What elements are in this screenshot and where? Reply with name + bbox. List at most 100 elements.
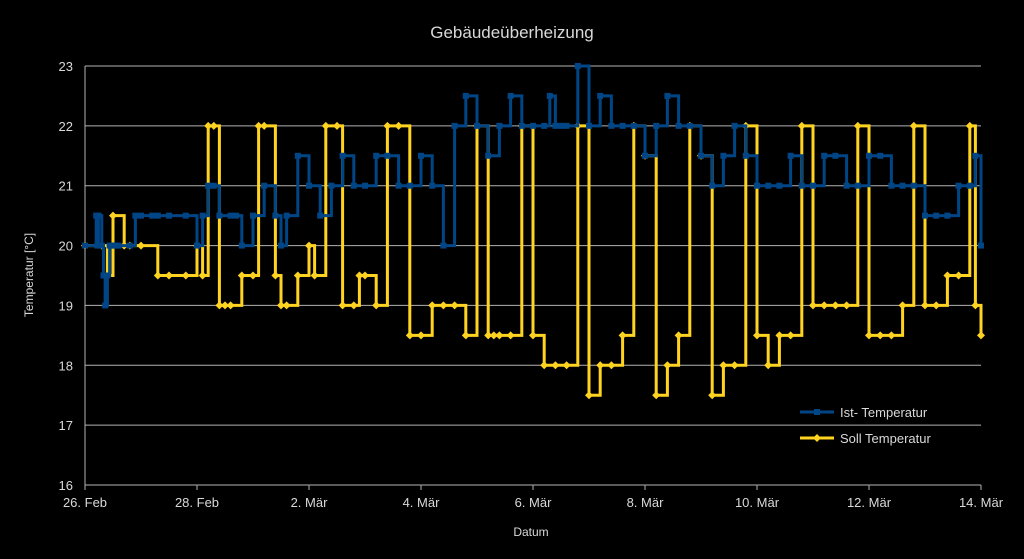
soll-temperatur-point xyxy=(618,331,627,340)
ist-temperatur-point xyxy=(530,122,536,129)
soll-temperatur-series xyxy=(81,121,985,400)
ist-temperatur-point xyxy=(552,122,559,129)
x-tick-label: 12. Mär xyxy=(847,495,892,510)
ist-temperatur-point xyxy=(100,272,107,279)
soll-temperatur-point xyxy=(260,121,269,130)
soll-temperatur-point xyxy=(562,361,571,370)
ist-temperatur-point xyxy=(94,242,101,249)
ist-temperatur-point xyxy=(429,182,436,189)
x-tick-label: 6. Mär xyxy=(515,495,553,510)
soll-temperatur-point xyxy=(349,301,358,310)
ist-temperatur-point xyxy=(507,92,514,99)
ist-temperatur-point xyxy=(843,182,850,189)
ist-temperatur-point xyxy=(664,92,671,99)
soll-temperatur-point xyxy=(428,301,437,310)
y-axis-ticks: 16 17 18 19 20 21 22 23 xyxy=(59,59,73,493)
ist-temperatur-point xyxy=(698,152,704,159)
soll-temperatur-point xyxy=(652,391,661,400)
ist-temperatur-point xyxy=(82,242,88,249)
y-axis-title: Temperatur [°C] xyxy=(22,233,36,317)
ist-temperatur-point xyxy=(216,212,223,219)
ist-temperatur-point xyxy=(574,63,581,69)
soll-temperatur-point xyxy=(596,361,605,370)
series-layer xyxy=(81,63,985,400)
ist-temperatur-point xyxy=(563,122,570,129)
ist-temperatur-point xyxy=(787,152,794,159)
ist-temperatur-point xyxy=(102,302,109,309)
ist-temperatur-point xyxy=(586,122,592,129)
soll-temperatur-point xyxy=(204,121,213,130)
ist-temperatur-point xyxy=(686,122,693,129)
ist-temperatur-point xyxy=(138,212,144,219)
x-axis-title: Datum xyxy=(513,525,548,539)
ist-temperatur-point xyxy=(384,152,391,159)
ist-temperatur-point xyxy=(205,182,212,189)
ist-temperatur-point xyxy=(899,182,906,189)
soll-temperatur-point xyxy=(333,121,341,130)
ist-temperatur-point xyxy=(642,152,648,159)
soll-temperatur-point xyxy=(321,121,330,130)
x-tick-label: 28. Feb xyxy=(175,495,219,510)
y-tick-label: 22 xyxy=(59,119,73,134)
x-tick-label: 26. Feb xyxy=(63,495,107,510)
x-tick-label: 10. Mär xyxy=(735,495,780,510)
ist-temperatur-point xyxy=(754,182,760,189)
ist-temperatur-point xyxy=(395,182,402,189)
soll-temperatur-point xyxy=(943,271,952,280)
soll-temperatur-point xyxy=(876,331,885,340)
ist-temperatur-point xyxy=(922,212,928,219)
ist-temperatur-point xyxy=(518,122,525,129)
soll-temperatur-point xyxy=(730,361,739,370)
ist-temperatur-point xyxy=(972,152,979,159)
x-tick-label: 14. Mär xyxy=(959,495,1004,510)
y-tick-label: 18 xyxy=(59,358,73,373)
soll-temperatur-point xyxy=(708,391,717,400)
ist-temperatur-point xyxy=(558,122,564,129)
ist-temperatur-point xyxy=(278,242,284,249)
soll-temperatur-point xyxy=(529,331,537,340)
soll-temperatur-point xyxy=(338,301,347,310)
ist-temperatur-point xyxy=(798,182,805,189)
ist-temperatur-point xyxy=(306,182,312,189)
ist-temperatur-point xyxy=(194,242,200,249)
soll-temperatur-point xyxy=(153,271,162,280)
ist-temperatur-point xyxy=(821,152,828,159)
soll-temperatur-point xyxy=(277,301,285,310)
ist-temperatur-point xyxy=(149,212,156,219)
ist-temperatur-point xyxy=(720,152,727,159)
legend-label-ist-temperatur: Ist- Temperatur xyxy=(840,405,928,420)
soll-temperatur-point xyxy=(417,331,425,340)
x-axis-ticks: 26. Feb 28. Feb 2. Mär 4. Mär 6. Mär 8. Mär 10… xyxy=(63,485,1004,510)
ist-temperatur-point xyxy=(440,242,447,249)
soll-temperatur-point xyxy=(663,361,672,370)
soll-temperatur-point xyxy=(853,121,862,130)
soll-temperatur-point xyxy=(842,301,851,310)
ist-temperatur-point xyxy=(95,212,102,219)
ist-temperatur-point xyxy=(350,182,357,189)
soll-temperatur-point xyxy=(372,301,381,310)
soll-temperatur-point xyxy=(585,391,593,400)
soll-temperatur-point xyxy=(932,301,941,310)
soll-temperatur-point xyxy=(271,271,280,280)
ist-temperatur-point xyxy=(474,122,480,129)
soll-temperatur-point xyxy=(215,301,224,310)
ist-temperatur-point xyxy=(418,152,424,159)
soll-temperatur-point xyxy=(254,121,263,130)
legend-soll-temperatur-point xyxy=(813,434,821,442)
ist-temperatur-point xyxy=(317,212,324,219)
ist-temperatur-point xyxy=(810,182,816,189)
ist-temperatur-point xyxy=(854,182,861,189)
ist-temperatur-series xyxy=(82,63,984,309)
ist-temperatur-point xyxy=(597,92,604,99)
soll-temperatur-point xyxy=(898,301,907,310)
ist-temperatur-point xyxy=(294,152,301,159)
ist-temperatur-point xyxy=(199,212,206,219)
ist-temperatur-point xyxy=(462,92,469,99)
chart-title: Gebäudeüberheizung xyxy=(430,23,594,42)
ist-temperatur-point xyxy=(742,152,749,159)
soll-temperatur-point xyxy=(865,331,873,340)
ist-temperatur-point xyxy=(328,182,335,189)
soll-temperatur-point xyxy=(551,361,560,370)
y-tick-label: 23 xyxy=(59,59,73,74)
